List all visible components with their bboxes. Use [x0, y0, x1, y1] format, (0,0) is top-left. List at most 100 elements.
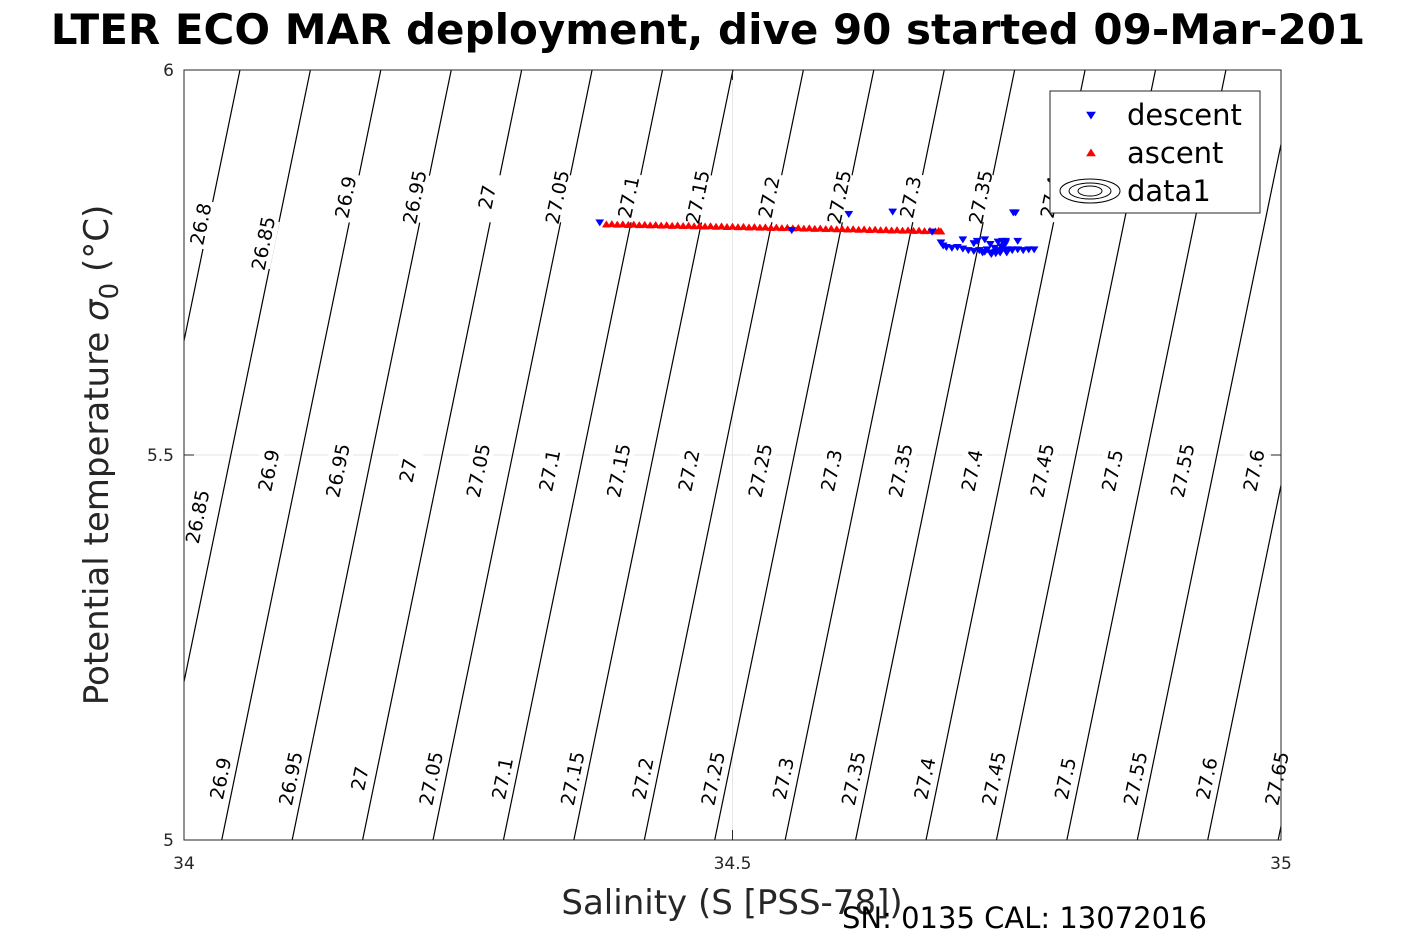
contour-label-bg: [680, 171, 715, 223]
contour-label-bg: [766, 752, 800, 805]
data-point: [760, 223, 770, 231]
contour-label-bg: [532, 444, 566, 497]
data-point: [978, 249, 988, 257]
data-point: [1002, 249, 1012, 257]
contour-line: [1136, 141, 1281, 840]
contour-label-bg: [485, 752, 519, 805]
contour-label-bg: [273, 752, 308, 805]
contour-label-bg: [414, 752, 448, 805]
contour-label-bg: [342, 752, 377, 805]
data-point: [996, 243, 1006, 251]
data-point: [991, 250, 1001, 258]
contour-line: [184, 70, 311, 685]
y-tick-label: 5.5: [147, 446, 174, 466]
x-tick-label: 34: [173, 854, 195, 874]
data-point: [826, 224, 836, 232]
contour-label-bg: [814, 444, 848, 497]
axis-ticks: 34 34.5 35 5 5.5 6: [147, 61, 1292, 874]
contour-label-bg: [672, 444, 706, 497]
x-tick-label: 35: [1270, 854, 1292, 874]
chart-title: LTER ECO MAR deployment, dive 90 started…: [51, 5, 1366, 54]
contour-label-bg: [328, 171, 362, 223]
data-point: [1011, 209, 1020, 217]
data-point: [815, 224, 825, 232]
data-point: [771, 223, 781, 231]
y-tick-label: 5: [163, 831, 174, 851]
data-point: [749, 223, 759, 231]
contour-label-bg: [625, 752, 660, 805]
contour-label-bg: [963, 171, 998, 223]
contour-label: 27: [347, 765, 373, 793]
contour-label-bg: [836, 752, 870, 805]
data-point: [651, 220, 661, 229]
footer-serial-cal: SN: 0135 CAL: 13072016: [842, 901, 1207, 935]
contour-label-bg: [883, 444, 917, 497]
y-axis-label-subscript: 0: [95, 283, 125, 300]
data-point: [673, 221, 683, 229]
data-point: [958, 236, 968, 244]
data-point: [844, 210, 854, 219]
contour-label-bg: [1165, 444, 1199, 497]
data-point: [947, 244, 957, 252]
data-point: [881, 225, 891, 233]
contour-label-bg: [1025, 444, 1059, 497]
contour-label-bg: [955, 444, 989, 497]
data-point: [859, 225, 869, 233]
y-tick-label: 6: [163, 61, 174, 81]
contour-label-bg: [320, 444, 355, 497]
contour-label-bg: [246, 217, 280, 270]
contour-label-bg: [183, 198, 218, 250]
data-point: [1024, 246, 1034, 254]
contour-label-bg: [540, 171, 574, 223]
data-point: [892, 226, 902, 234]
data-point: [985, 240, 995, 249]
contour-line: [0, 70, 29, 840]
data-point: [934, 226, 944, 234]
legend-label-data1: data1: [1127, 174, 1211, 208]
contour-label-bg: [180, 490, 214, 543]
data-point: [640, 220, 650, 228]
contour-label-bg: [976, 752, 1011, 805]
data-series: [595, 208, 1039, 259]
contour-label-bg: [611, 171, 645, 223]
data-point: [1029, 246, 1039, 254]
contour-label-bg: [907, 752, 942, 805]
x-tick-label: 34.5: [714, 854, 752, 874]
data-point: [980, 236, 990, 244]
legend-contour-icon: [1059, 178, 1121, 204]
data-point: [1007, 246, 1017, 254]
data-point: [607, 220, 617, 228]
data-point: [837, 224, 847, 232]
contour-label-bg: [893, 171, 927, 223]
contour-label-bg: [555, 752, 589, 805]
data-point: [969, 247, 979, 256]
contour-label-bg: [743, 444, 777, 497]
contour-label-bg: [203, 752, 237, 805]
data-point: [793, 223, 803, 232]
data-point: [706, 222, 716, 230]
contour-label: 27: [475, 183, 501, 211]
contour-label-bg: [822, 171, 856, 223]
contour-line: [1277, 823, 1281, 840]
legend-box: [1049, 90, 1261, 214]
data-point: [804, 224, 814, 232]
data-point: [684, 221, 694, 229]
data-point: [990, 244, 1000, 252]
contour-label-bg: [397, 171, 431, 223]
contour-label-bg: [1260, 752, 1294, 805]
data-point: [595, 219, 605, 227]
data-point: [982, 246, 992, 254]
y-axis-label: Potential temperature σ0 (°C): [77, 205, 125, 705]
contour-label-bg: [251, 444, 286, 497]
data-point: [618, 220, 628, 228]
data-point: [717, 222, 726, 230]
x-axis-label: Salinity (S [PSS-78]): [561, 883, 902, 923]
data-point: [662, 221, 672, 229]
data-point: [1018, 247, 1028, 255]
y-axis-label-sigma: σ: [77, 298, 117, 321]
data-point: [914, 226, 924, 234]
data-point: [972, 237, 982, 246]
contour-label-bg: [601, 444, 636, 497]
contour-label-bg: [1095, 444, 1129, 497]
